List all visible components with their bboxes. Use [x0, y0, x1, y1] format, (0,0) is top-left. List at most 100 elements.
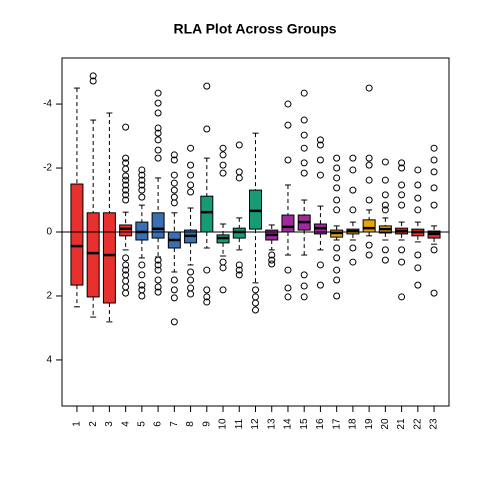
- outlier: [300, 116, 308, 124]
- outlier: [170, 156, 178, 164]
- outlier: [365, 251, 373, 259]
- outlier: [138, 292, 146, 300]
- outlier: [300, 293, 308, 301]
- outlier: [122, 181, 130, 189]
- outlier: [300, 89, 308, 97]
- outlier: [138, 271, 146, 279]
- x-tick-label: 5: [137, 421, 148, 427]
- x-tick-label: 22: [412, 418, 423, 430]
- outlier: [154, 261, 162, 269]
- outlier: [430, 289, 438, 297]
- outlier: [349, 244, 357, 252]
- outlier: [300, 169, 308, 177]
- box: [86, 212, 100, 298]
- outlier: [203, 293, 211, 301]
- outlier: [284, 100, 292, 108]
- x-tick-label: 3: [104, 421, 115, 427]
- outlier: [235, 266, 243, 274]
- outlier: [252, 286, 259, 294]
- outlier: [398, 201, 406, 209]
- x-tick-label: 16: [315, 418, 326, 430]
- box: [70, 183, 84, 286]
- outlier: [284, 266, 292, 274]
- y-tick-label: 2: [46, 291, 52, 302]
- outlier: [430, 246, 438, 254]
- chart-title: RLA Plot Across Groups: [173, 21, 336, 37]
- x-tick-label: 23: [429, 418, 440, 430]
- outlier: [219, 169, 227, 177]
- outlier: [122, 123, 130, 131]
- outlier: [154, 109, 162, 117]
- outlier: [154, 99, 162, 107]
- x-tick-label: 9: [201, 421, 212, 427]
- outlier: [381, 256, 389, 264]
- x-tick-label: 11: [234, 418, 245, 429]
- box: [102, 212, 116, 304]
- outlier: [284, 156, 292, 164]
- outlier: [219, 161, 227, 169]
- outlier: [154, 146, 162, 154]
- outlier: [398, 246, 406, 254]
- outlier: [170, 171, 178, 179]
- x-tick-label: 6: [153, 421, 164, 427]
- y-tick-label: -4: [43, 99, 52, 110]
- outlier: [414, 206, 422, 214]
- outlier: [187, 188, 195, 196]
- outlier: [138, 186, 146, 194]
- x-tick-label: 8: [185, 421, 196, 427]
- outlier: [154, 276, 162, 284]
- outlier: [268, 260, 276, 268]
- outlier: [203, 298, 211, 306]
- outlier: [333, 292, 341, 300]
- outlier: [219, 144, 227, 152]
- outlier: [365, 196, 373, 204]
- outlier: [187, 290, 195, 298]
- outlier: [154, 283, 162, 291]
- outlier: [154, 89, 162, 97]
- outlier: [284, 121, 292, 129]
- outlier: [154, 256, 162, 264]
- outlier: [203, 266, 211, 274]
- outlier: [381, 201, 389, 209]
- x-tick-label: 2: [88, 421, 99, 427]
- outlier: [268, 251, 276, 259]
- outlier: [154, 129, 162, 137]
- outlier: [89, 72, 97, 80]
- outlier: [333, 174, 341, 182]
- outlier: [284, 293, 292, 301]
- outlier: [138, 171, 146, 179]
- x-tick-label: 7: [169, 421, 180, 427]
- outlier: [300, 159, 308, 167]
- outlier: [187, 181, 195, 189]
- outlier: [381, 176, 389, 184]
- outlier: [122, 261, 130, 269]
- x-tick-label: 15: [299, 418, 310, 430]
- outlier: [122, 172, 130, 180]
- box: [249, 189, 262, 230]
- outlier: [122, 165, 130, 173]
- outlier: [203, 286, 211, 294]
- outlier: [316, 141, 324, 149]
- outlier: [170, 179, 178, 187]
- outlier: [138, 166, 146, 174]
- outlier: [170, 276, 178, 284]
- outlier: [268, 256, 276, 264]
- box: [151, 212, 165, 239]
- outlier: [333, 184, 341, 192]
- outlier: [170, 294, 178, 302]
- x-tick-label: 4: [120, 421, 131, 427]
- outlier: [398, 159, 406, 167]
- outlier: [187, 161, 195, 169]
- outlier: [333, 154, 341, 162]
- outlier: [138, 181, 146, 189]
- outlier: [430, 168, 438, 176]
- outlier: [414, 181, 422, 189]
- outlier: [252, 299, 259, 307]
- outlier: [89, 77, 97, 85]
- outlier: [398, 293, 406, 301]
- outlier: [414, 251, 422, 259]
- outlier: [284, 284, 292, 292]
- outlier: [235, 271, 243, 279]
- x-tick-label: 18: [348, 418, 359, 430]
- outlier: [414, 194, 422, 202]
